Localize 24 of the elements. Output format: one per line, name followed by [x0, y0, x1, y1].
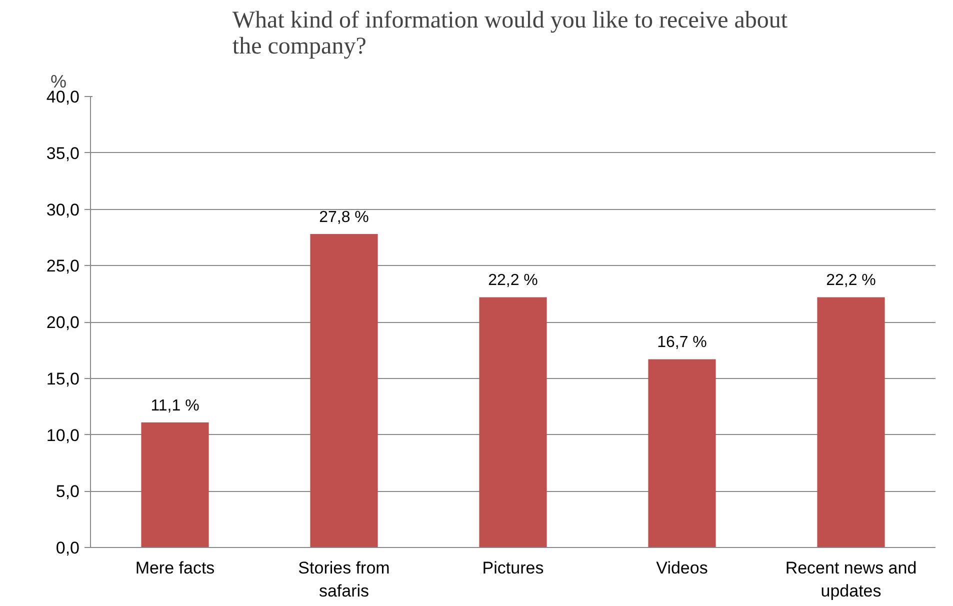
- x-tick-label: Recent news and updates: [785, 558, 917, 600]
- data-label: 11,1 %: [150, 397, 200, 414]
- x-tick-label: Pictures: [482, 558, 544, 578]
- data-label: 22,2 %: [488, 272, 538, 290]
- y-tick-label: 20,0: [46, 313, 80, 332]
- y-tick-label: 5,0: [56, 482, 80, 502]
- y-tick-label: 15,0: [46, 369, 80, 388]
- bar: [648, 359, 716, 548]
- chart-title: What kind of information would you like to receive about the company?: [232, 8, 788, 60]
- x-tick-label: Videos: [656, 558, 708, 578]
- x-tick-label: Stories from safaris: [298, 558, 390, 600]
- bar: [141, 422, 209, 548]
- x-tick-label: Mere facts: [135, 558, 215, 578]
- bar: [310, 234, 378, 548]
- y-tick-label: 0,0: [56, 538, 80, 558]
- bar: [479, 297, 547, 548]
- y-tick-label: 30,0: [46, 200, 80, 220]
- y-tick-label: 35,0: [46, 144, 80, 163]
- y-tick-label: 10,0: [46, 426, 80, 445]
- data-label: 16,7 %: [657, 334, 707, 352]
- bar: [817, 297, 885, 548]
- y-tick-label: 25,0: [46, 256, 80, 276]
- data-label: 27,8 %: [319, 209, 369, 226]
- data-label: 22,2 %: [826, 272, 876, 290]
